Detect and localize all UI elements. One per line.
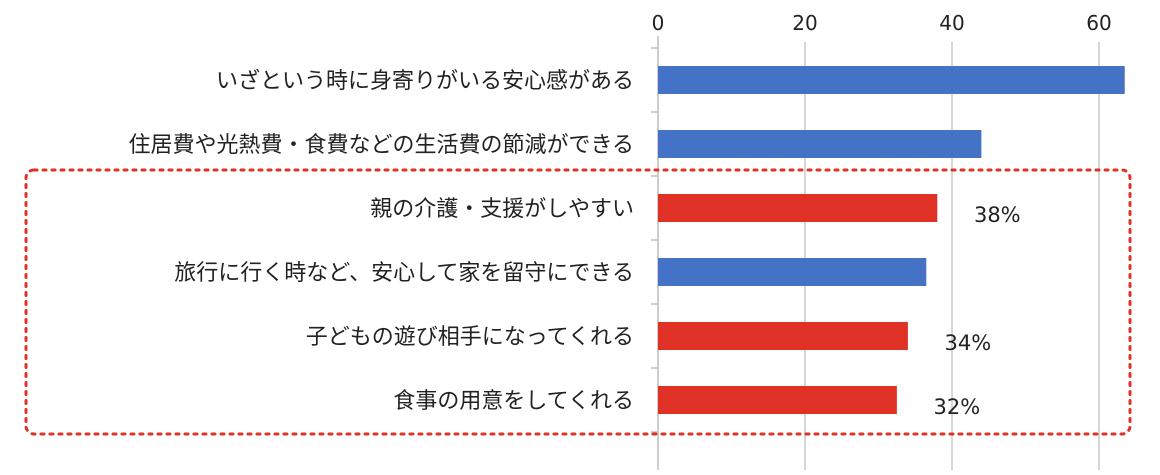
bar: [658, 66, 1125, 94]
x-tick-label: 40: [939, 11, 964, 35]
bar: [658, 322, 908, 350]
highlight-dotted-box: [24, 168, 1132, 436]
highlight-box: [24, 168, 1132, 436]
data-label: 38%: [974, 203, 1021, 227]
data-labels: 38% 34% 32%: [934, 203, 1021, 419]
bars: [658, 66, 1125, 414]
category-label: 旅行に行く時など、安心して家を留守にできる: [174, 261, 634, 286]
category-label: 住居費や光熱費・食費などの生活費の節減ができる: [128, 133, 634, 158]
x-tick-label: 20: [792, 11, 817, 35]
data-label: 32%: [934, 395, 981, 419]
category-label: 食事の用意をしてくれる: [393, 389, 634, 414]
bar: [658, 258, 927, 286]
bar: [658, 386, 897, 414]
x-tick-label: 0: [652, 11, 665, 35]
tick-labels: 0 20 40 60: [652, 11, 1112, 35]
category-label: 親の介護・支援がしやすい: [370, 197, 634, 222]
axis: [651, 36, 659, 470]
x-tick-label: 60: [1086, 11, 1111, 35]
category-label: いざという時に身寄りがいる安心感がある: [216, 68, 634, 94]
data-label: 34%: [945, 331, 992, 355]
category-labels: いざという時に身寄りがいる安心感がある住居費や光熱費・食費などの生活費の節減がで…: [128, 68, 634, 414]
bar: [658, 194, 938, 222]
category-label: 子どもの遊び相手になってくれる: [306, 325, 634, 350]
bar: [658, 130, 982, 158]
